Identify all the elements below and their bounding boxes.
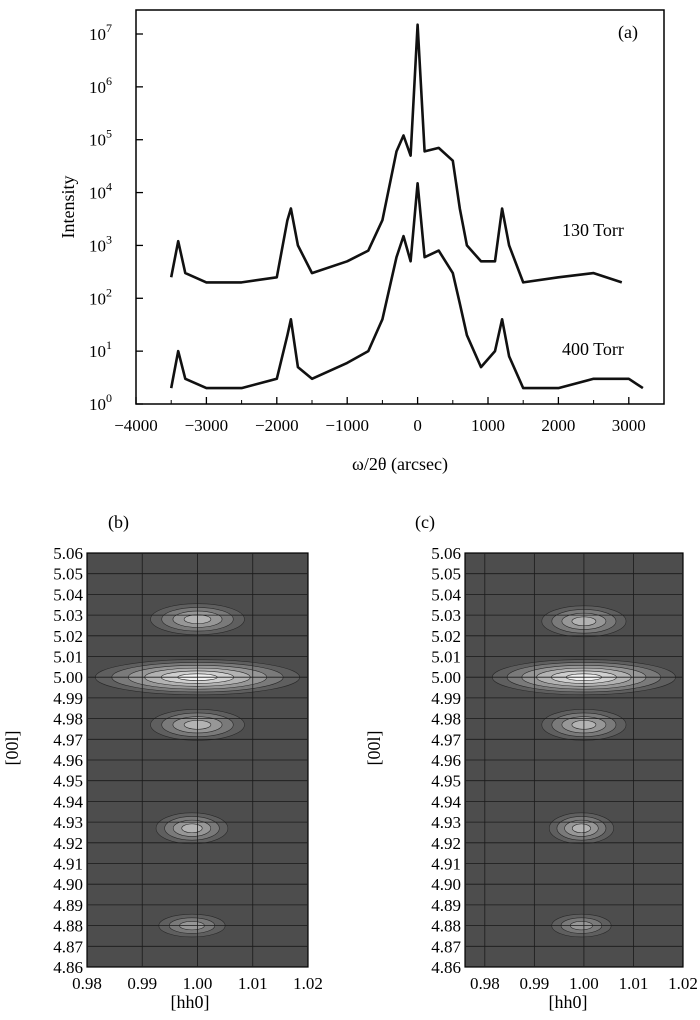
y-tick-label: 4.86 <box>53 958 83 977</box>
x-tick-label: 1.00 <box>569 974 599 993</box>
y-tick-label: 5.01 <box>53 648 83 667</box>
y-tick-label: 4.96 <box>53 751 83 770</box>
y-tick-label: 4.89 <box>53 896 83 915</box>
y-tick-label: 4.97 <box>53 730 83 749</box>
y-tick-label: 5.05 <box>53 565 83 584</box>
panel-a-label: (a) <box>618 22 638 43</box>
y-tick-label: 4.98 <box>431 710 461 729</box>
x-tick-label: −1000 <box>325 416 369 435</box>
x-tick-label: 1.01 <box>619 974 649 993</box>
y-tick-label: 4.87 <box>431 937 461 956</box>
y-tick-label: 104 <box>89 180 112 203</box>
x-tick-label: 1.01 <box>238 974 268 993</box>
x-tick-label: −4000 <box>114 416 158 435</box>
y-tick-label: 4.91 <box>53 855 83 874</box>
panel-b-x-ticks: 0.98 0.99 1.00 1.01 1.02 <box>72 974 323 993</box>
y-tick-label: 5.04 <box>53 585 83 604</box>
panel-b-y-ticks: 5.06 5.055.04 5.03 5.02 5.015.00 4.99 4.984.97… <box>53 544 83 977</box>
y-tick-label: 4.95 <box>431 772 461 791</box>
y-tick-label: 4.90 <box>431 875 461 894</box>
y-tick-label: 4.93 <box>53 813 83 832</box>
y-tick-label: 4.91 <box>431 855 461 874</box>
y-tick-label: 107 <box>89 21 112 44</box>
series-line-1 <box>169 182 644 390</box>
y-tick-label: 106 <box>89 74 112 97</box>
x-tick-label: 0.99 <box>127 974 157 993</box>
y-tick-label: 5.00 <box>53 668 83 687</box>
x-tick-label: 1.02 <box>668 974 698 993</box>
y-tick-label: 5.06 <box>431 544 461 563</box>
y-tick-label: 4.99 <box>53 689 83 708</box>
y-tick-label: 4.90 <box>53 875 83 894</box>
panel-c-contour-map <box>464 552 684 968</box>
x-tick-label: 1.02 <box>293 974 323 993</box>
y-tick-label: 5.01 <box>431 648 461 667</box>
panel-c-label: (c) <box>415 512 435 533</box>
panel-b-y-axis-title: [00l] <box>2 731 22 766</box>
x-tick-label: 1000 <box>471 416 505 435</box>
panel-a-series <box>169 23 644 390</box>
panel-b-label: (b) <box>108 512 129 533</box>
contour-level-3-3 <box>571 823 591 834</box>
panel-c-x-ticks: 0.98 0.99 1.00 1.01 1.02 <box>470 974 698 993</box>
y-tick-label: 105 <box>89 127 112 150</box>
panel-c: (c) 5.06 5.055.04 5.03 5.02 5.015.00 4.99 4.98… <box>364 512 698 1012</box>
panel-a-x-axis-title: ω/2θ (arcsec) <box>352 454 448 475</box>
panel-a-y-ticks: 100 101 102 103 104 105 106 107 <box>89 21 143 414</box>
y-tick-label: 4.98 <box>53 710 83 729</box>
y-tick-label: 5.06 <box>53 544 83 563</box>
panel-c-y-axis-title: [00l] <box>364 731 384 766</box>
y-tick-label: 101 <box>89 338 112 361</box>
x-tick-label: 3000 <box>612 416 646 435</box>
x-tick-label: −2000 <box>255 416 299 435</box>
y-tick-label: 4.93 <box>431 813 461 832</box>
y-tick-label: 4.87 <box>53 937 83 956</box>
y-tick-label: 4.92 <box>431 834 461 853</box>
panel-b-contour-map <box>86 552 309 968</box>
x-tick-label: 0.98 <box>72 974 102 993</box>
y-tick-label: 4.88 <box>53 917 83 936</box>
y-tick-label: 4.96 <box>431 751 461 770</box>
series-label-400: 400 Torr <box>562 339 624 359</box>
x-tick-label: 0.98 <box>470 974 500 993</box>
y-tick-label: 100 <box>89 391 112 414</box>
y-tick-label: 5.02 <box>53 627 83 646</box>
y-tick-label: 4.99 <box>431 689 461 708</box>
series-line-0 <box>169 23 623 284</box>
x-tick-label: −3000 <box>185 416 229 435</box>
y-tick-label: 103 <box>89 232 112 255</box>
panel-b: (b) 5.06 5.055.04 5.03 5.02 5.015.00 4.99 4.98… <box>2 512 323 1012</box>
y-tick-label: 4.94 <box>53 792 83 811</box>
panel-a-x-ticks: −4000 −3000 −2000 −1000 0 1000 2000 3000 <box>114 397 646 435</box>
y-tick-label: 5.05 <box>431 565 461 584</box>
panel-c-y-ticks: 5.06 5.055.04 5.03 5.02 5.015.00 4.99 4.984.97… <box>431 544 461 977</box>
y-tick-label: 5.00 <box>431 668 461 687</box>
x-tick-label: 0.99 <box>519 974 549 993</box>
y-tick-label: 4.86 <box>431 958 461 977</box>
y-tick-label: 5.03 <box>53 606 83 625</box>
y-tick-label: 5.02 <box>431 627 461 646</box>
x-tick-label: 1.00 <box>183 974 213 993</box>
y-tick-label: 102 <box>89 285 112 308</box>
panel-c-x-axis-title: [hh0] <box>549 992 588 1012</box>
y-tick-label: 4.97 <box>431 730 461 749</box>
y-tick-label: 4.95 <box>53 772 83 791</box>
y-tick-label: 4.94 <box>431 792 461 811</box>
panel-a-frame <box>135 9 665 405</box>
y-tick-label: 4.92 <box>53 834 83 853</box>
panel-a-y-axis-title: Intensity <box>58 176 78 239</box>
panel-a: (a) −4000 −3000 −2000 −1000 0 1000 2000 3000 10… <box>58 9 665 475</box>
y-tick-label: 4.88 <box>431 917 461 936</box>
panel-b-x-axis-title: [hh0] <box>171 992 210 1012</box>
contour-level-3-3 <box>181 823 203 834</box>
y-tick-label: 4.89 <box>431 896 461 915</box>
series-label-130: 130 Torr <box>562 220 624 240</box>
y-tick-label: 5.03 <box>431 606 461 625</box>
x-tick-label: 0 <box>413 416 422 435</box>
y-tick-label: 5.04 <box>431 585 461 604</box>
x-tick-label: 2000 <box>541 416 575 435</box>
